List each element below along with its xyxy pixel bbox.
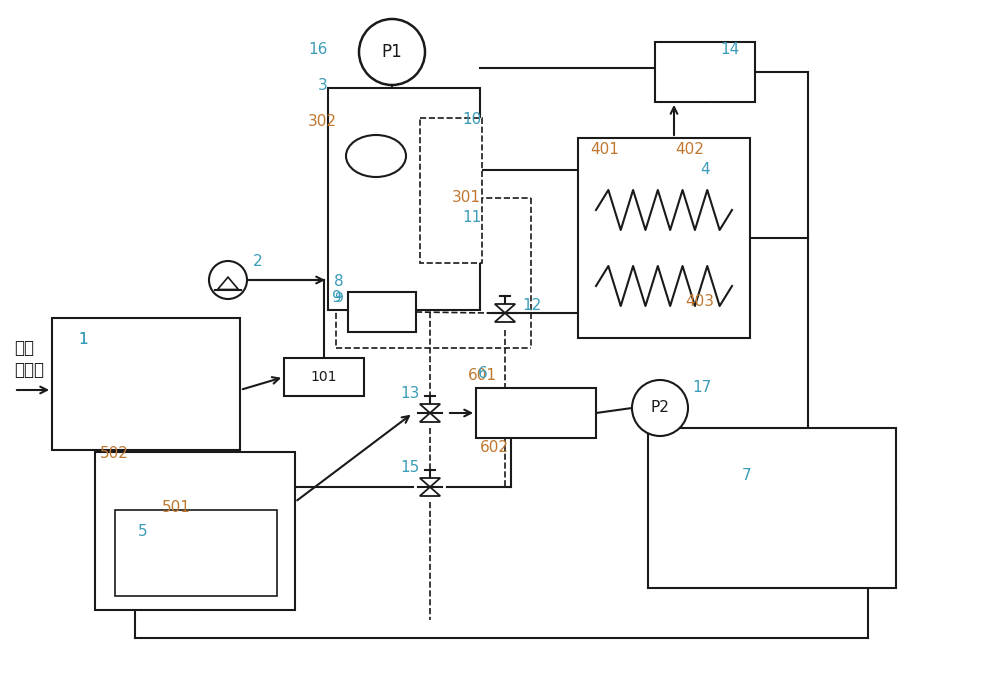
Text: 401: 401 xyxy=(590,142,619,158)
Text: 3: 3 xyxy=(318,78,328,92)
Text: 7: 7 xyxy=(742,468,752,483)
Text: 油田: 油田 xyxy=(14,339,34,357)
Text: 101: 101 xyxy=(311,370,337,384)
Text: 采出液: 采出液 xyxy=(14,361,44,379)
Text: 11: 11 xyxy=(462,210,481,226)
Polygon shape xyxy=(218,277,238,290)
Text: P2: P2 xyxy=(651,400,669,415)
Text: 402: 402 xyxy=(675,142,704,158)
Bar xyxy=(348,292,416,332)
Bar xyxy=(95,452,295,610)
Text: 9: 9 xyxy=(334,291,343,305)
Text: 502: 502 xyxy=(100,446,129,462)
Ellipse shape xyxy=(346,135,406,177)
Text: 8: 8 xyxy=(334,274,344,290)
Bar xyxy=(52,318,240,450)
Bar xyxy=(655,42,755,102)
Bar xyxy=(476,388,596,438)
Bar xyxy=(578,138,750,338)
Text: 13: 13 xyxy=(400,386,419,402)
Circle shape xyxy=(632,380,688,436)
Text: 4: 4 xyxy=(700,162,710,177)
Text: 10: 10 xyxy=(462,113,481,127)
Polygon shape xyxy=(420,404,440,413)
Text: 403: 403 xyxy=(685,295,714,309)
Text: 9: 9 xyxy=(332,290,342,305)
Text: 301: 301 xyxy=(452,191,481,206)
Text: 15: 15 xyxy=(400,460,419,475)
Polygon shape xyxy=(495,304,515,313)
Text: 6: 6 xyxy=(478,367,488,381)
Text: 601: 601 xyxy=(468,369,497,384)
Polygon shape xyxy=(420,413,440,422)
Text: 501: 501 xyxy=(162,501,191,516)
Polygon shape xyxy=(420,487,440,496)
Bar xyxy=(420,118,482,263)
Text: 602: 602 xyxy=(480,441,509,456)
Text: 14: 14 xyxy=(720,42,739,57)
Circle shape xyxy=(359,19,425,85)
Circle shape xyxy=(209,261,247,299)
Text: 302: 302 xyxy=(308,115,337,129)
Bar xyxy=(328,88,480,310)
Bar xyxy=(284,358,364,396)
Bar xyxy=(422,220,462,256)
Text: 1: 1 xyxy=(78,332,88,348)
Polygon shape xyxy=(420,478,440,487)
Bar xyxy=(422,122,462,158)
Polygon shape xyxy=(495,313,515,322)
Text: 16: 16 xyxy=(308,42,327,57)
Text: P1: P1 xyxy=(382,43,402,61)
Bar xyxy=(648,428,896,588)
Text: 17: 17 xyxy=(692,381,711,396)
Text: 1: 1 xyxy=(78,332,88,348)
Text: 12: 12 xyxy=(522,299,541,313)
Text: 5: 5 xyxy=(138,524,148,539)
Bar xyxy=(115,510,277,596)
Text: 2: 2 xyxy=(253,255,263,270)
